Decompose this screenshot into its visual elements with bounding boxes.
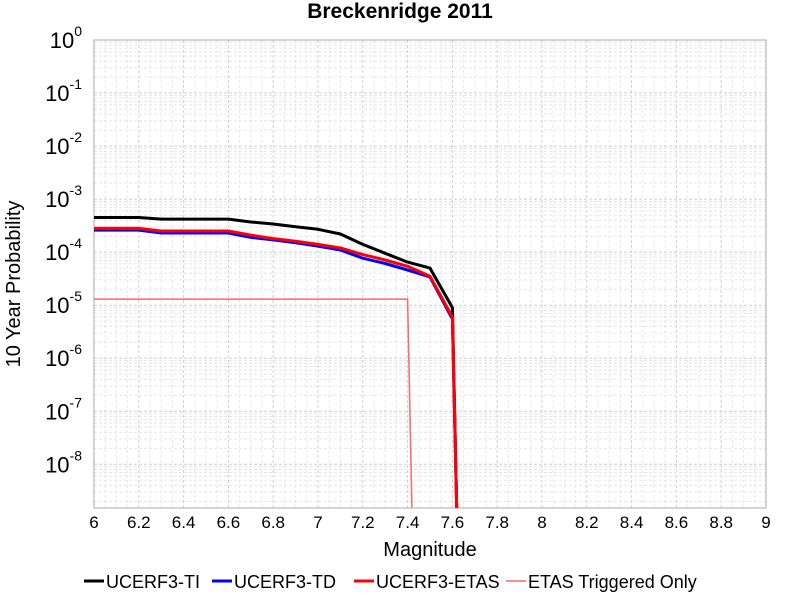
y-axis-label: 10 Year Probability bbox=[3, 201, 25, 368]
x-tick-label: 6.2 bbox=[127, 513, 151, 532]
y-tick-exponent: -1 bbox=[70, 76, 83, 92]
x-tick-label: 7 bbox=[313, 513, 322, 532]
legend-label: UCERF3-TI bbox=[106, 572, 200, 592]
y-tick-base: 10 bbox=[50, 28, 74, 53]
y-tick-base: 10 bbox=[45, 452, 69, 477]
x-tick-label: 6.6 bbox=[217, 513, 241, 532]
x-axis-ticks: 6 6.2 6.4 6.6 6.8 7 7.2 7.4 7.6 7.8 8 8.2 8.4 8.6 8.8 9 bbox=[89, 513, 770, 532]
x-tick-label: 6.4 bbox=[172, 513, 196, 532]
y-tick-label: 100 bbox=[50, 23, 82, 53]
y-tick-label: 10-4 bbox=[45, 235, 82, 265]
grid-layer bbox=[93, 39, 767, 508]
y-tick-exponent: -3 bbox=[70, 182, 83, 198]
legend-label: UCERF3-ETAS bbox=[376, 572, 500, 592]
y-tick-base: 10 bbox=[45, 346, 69, 371]
x-tick-label: 6 bbox=[89, 513, 98, 532]
x-tick-label: 9 bbox=[761, 513, 770, 532]
y-tick-label: 10-7 bbox=[45, 394, 82, 424]
series-line-ucerf3-td bbox=[94, 228, 459, 508]
x-tick-label: 6.8 bbox=[261, 513, 285, 532]
series-line-ucerf3-ti bbox=[94, 216, 459, 508]
legend: UCERF3-TI UCERF3-TD UCERF3-ETAS ETAS Trigge… bbox=[84, 572, 697, 592]
y-tick-label: 10-8 bbox=[45, 447, 82, 477]
y-tick-base: 10 bbox=[45, 134, 69, 159]
y-tick-label: 10-1 bbox=[45, 76, 82, 106]
y-tick-base: 10 bbox=[45, 81, 69, 106]
y-tick-exponent: -8 bbox=[70, 447, 83, 463]
x-tick-label: 8.4 bbox=[620, 513, 644, 532]
y-tick-base: 10 bbox=[45, 240, 69, 265]
y-tick-exponent: -4 bbox=[70, 235, 83, 251]
legend-label: UCERF3-TD bbox=[234, 572, 336, 592]
y-tick-label: 10-6 bbox=[45, 341, 82, 371]
plot-area-frame bbox=[93, 39, 767, 509]
y-tick-exponent: -7 bbox=[70, 394, 83, 410]
y-tick-base: 10 bbox=[45, 399, 69, 424]
chart-title: Breckenridge 2011 bbox=[307, 0, 493, 23]
x-tick-label: 8.6 bbox=[665, 513, 689, 532]
series-line-etas-triggered-only bbox=[94, 298, 413, 508]
y-tick-label: 10-5 bbox=[45, 288, 82, 318]
series-line-ucerf3-etas bbox=[94, 226, 459, 508]
legend-label: ETAS Triggered Only bbox=[528, 572, 697, 592]
y-tick-exponent: 0 bbox=[74, 23, 82, 39]
x-tick-label: 7.6 bbox=[441, 513, 465, 532]
x-tick-label: 7.8 bbox=[485, 513, 509, 532]
x-tick-label: 7.2 bbox=[351, 513, 375, 532]
x-axis-label: Magnitude bbox=[383, 539, 476, 561]
x-tick-label: 8.2 bbox=[575, 513, 599, 532]
y-tick-exponent: -6 bbox=[70, 341, 83, 357]
x-tick-label: 7.4 bbox=[396, 513, 420, 532]
y-tick-base: 10 bbox=[45, 187, 69, 212]
x-tick-label: 8.8 bbox=[709, 513, 733, 532]
y-tick-exponent: -5 bbox=[70, 288, 83, 304]
series-layer bbox=[94, 216, 459, 508]
y-tick-base: 10 bbox=[45, 293, 69, 318]
y-tick-exponent: -2 bbox=[70, 129, 83, 145]
x-tick-label: 8 bbox=[537, 513, 546, 532]
y-tick-label: 10-3 bbox=[45, 182, 82, 212]
y-tick-label: 10-2 bbox=[45, 129, 82, 159]
